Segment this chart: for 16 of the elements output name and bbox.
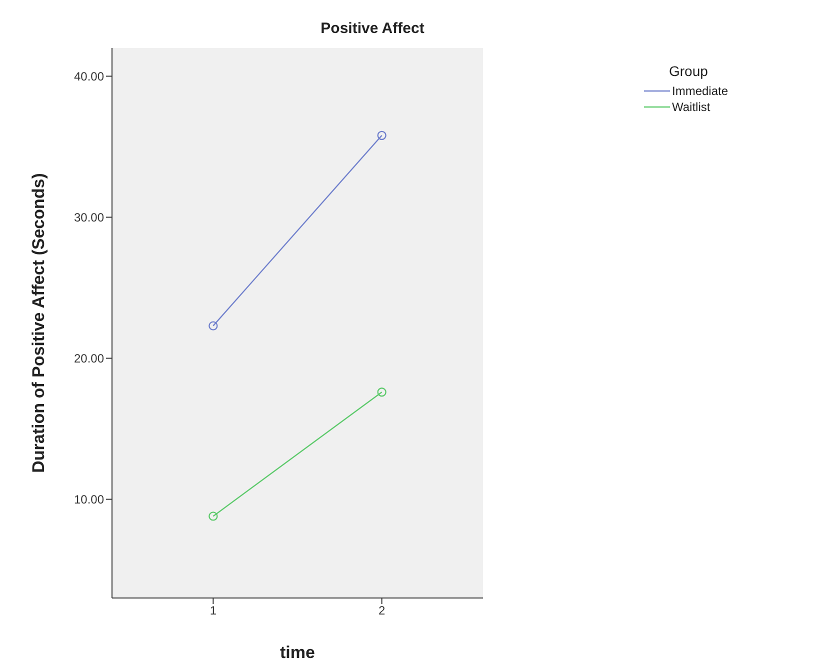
legend-label: Waitlist [672,100,710,114]
point [208,321,218,330]
legend-title: Group [669,63,709,79]
x-axis-title: time [280,643,315,662]
x-tick-label: 2 [378,604,386,618]
y-tick-label: 10.00 [74,492,104,507]
chart-title: Positive Affect [320,20,426,37]
point [377,388,386,397]
legend-label: Immediate [672,84,728,98]
y-tick-label: 30.00 [74,210,104,224]
y-axis-title: Duration of Positive Affect (Seconds) [29,173,48,473]
point [208,512,218,521]
x-tick-label: 1 [210,604,217,618]
point [377,130,386,140]
y-tick-label: 40.00 [74,69,104,84]
y-tick-label: 20.00 [74,352,104,366]
